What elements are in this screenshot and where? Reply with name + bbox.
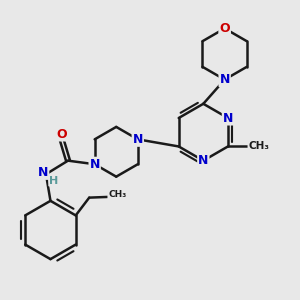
Text: N: N [89, 158, 100, 171]
Text: CH₃: CH₃ [108, 190, 126, 199]
Text: O: O [56, 128, 67, 140]
Text: N: N [198, 154, 208, 167]
Text: H: H [49, 176, 58, 186]
Text: N: N [223, 112, 233, 124]
Text: CH₃: CH₃ [248, 141, 269, 152]
Text: N: N [133, 133, 143, 146]
Text: O: O [219, 22, 230, 35]
Text: N: N [220, 73, 230, 86]
Text: N: N [38, 166, 48, 179]
